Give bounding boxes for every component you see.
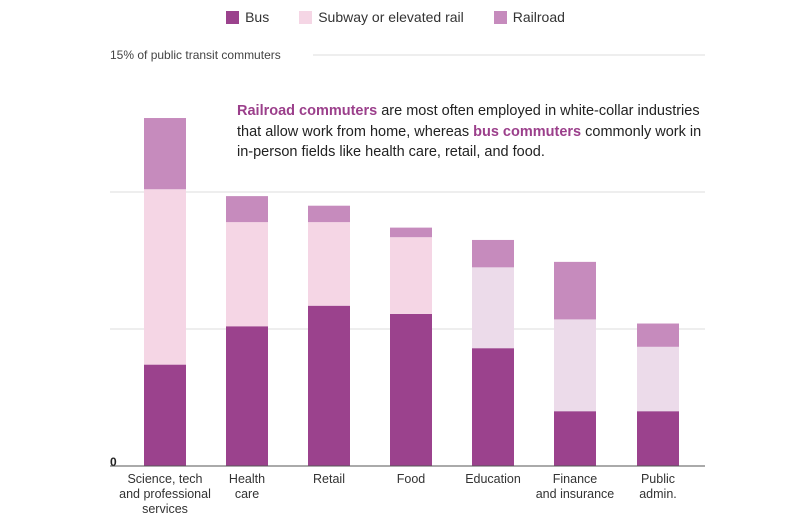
category-label-line: services	[142, 502, 188, 516]
category-label-line: Public	[641, 472, 675, 486]
bar-segment-bus-4	[472, 348, 514, 466]
bar-segment-railroad-5	[554, 261, 596, 320]
category-label-6: Public admin.	[639, 472, 677, 501]
legend-swatch	[299, 10, 313, 24]
legend-item-1: Subway or elevated rail	[299, 9, 464, 25]
bar-segment-bus-1	[226, 326, 268, 466]
bar-segment-railroad-1	[226, 196, 268, 223]
category-label-line: admin.	[639, 487, 677, 501]
category-label-line: Food	[397, 472, 426, 486]
category-label-3: Food	[397, 472, 426, 486]
annotation-text: Railroad commuters are most often employ…	[237, 101, 707, 163]
annotation-highlight-bus: bus commuters	[473, 123, 582, 140]
bar-segment-subway-or-elevated-rail-0	[144, 189, 186, 365]
y-axis-zero-label: 0	[110, 455, 117, 469]
bar-segment-subway-or-elevated-rail-3	[390, 237, 432, 314]
bar-segment-bus-6	[637, 411, 679, 466]
bar-segment-subway-or-elevated-rail-5	[554, 319, 596, 412]
bar-segment-subway-or-elevated-rail-2	[308, 222, 350, 306]
category-label-2: Retail	[313, 472, 345, 486]
category-label-line: care	[235, 487, 259, 501]
bar-segment-subway-or-elevated-rail-1	[226, 222, 268, 327]
bar-segment-bus-0	[144, 364, 186, 466]
bar-segment-railroad-4	[472, 239, 514, 268]
category-label-4: Education	[465, 472, 521, 486]
category-label-5: Finance and insurance	[536, 472, 615, 501]
bar-segment-bus-5	[554, 411, 596, 466]
bar-segment-subway-or-elevated-rail-4	[472, 267, 514, 349]
legend-swatch	[226, 10, 240, 24]
legend-label: Bus	[245, 9, 270, 25]
category-label-line: Retail	[313, 472, 345, 486]
bar-segment-railroad-3	[390, 227, 432, 238]
category-label-line: Education	[465, 472, 521, 486]
category-label-line: and professional	[119, 487, 211, 501]
legend-swatch	[493, 10, 507, 24]
annotation-text-1: are most often employed in white-collar …	[237, 103, 700, 140]
bar-segment-railroad-2	[308, 205, 350, 223]
category-label-line: and insurance	[536, 487, 615, 501]
category-label-line: Finance	[553, 472, 598, 486]
y-axis-top-label: 15% of public transit commuters	[110, 48, 281, 62]
legend-item-2: Railroad	[493, 9, 565, 25]
bar-segment-bus-2	[308, 305, 350, 466]
category-label-line: Science, tech	[127, 472, 202, 486]
legend: Bus Subway or elevated rail Railroad	[0, 9, 791, 25]
bar-segment-subway-or-elevated-rail-6	[637, 346, 679, 412]
category-label-0: Science, tech and professional services	[119, 472, 211, 516]
legend-item-0: Bus	[226, 9, 269, 25]
bar-segment-railroad-0	[144, 118, 186, 190]
bar-segment-bus-3	[390, 313, 432, 466]
legend-label: Railroad	[512, 9, 565, 25]
category-label-1: Health care	[229, 472, 265, 501]
bar-segment-railroad-6	[637, 323, 679, 347]
category-label-line: Health	[229, 472, 265, 486]
annotation-text-2: commonly work in in-person fields like h…	[237, 123, 702, 161]
annotation-highlight-railroad: Railroad commuters	[237, 103, 378, 119]
legend-label: Subway or elevated rail	[318, 9, 464, 25]
